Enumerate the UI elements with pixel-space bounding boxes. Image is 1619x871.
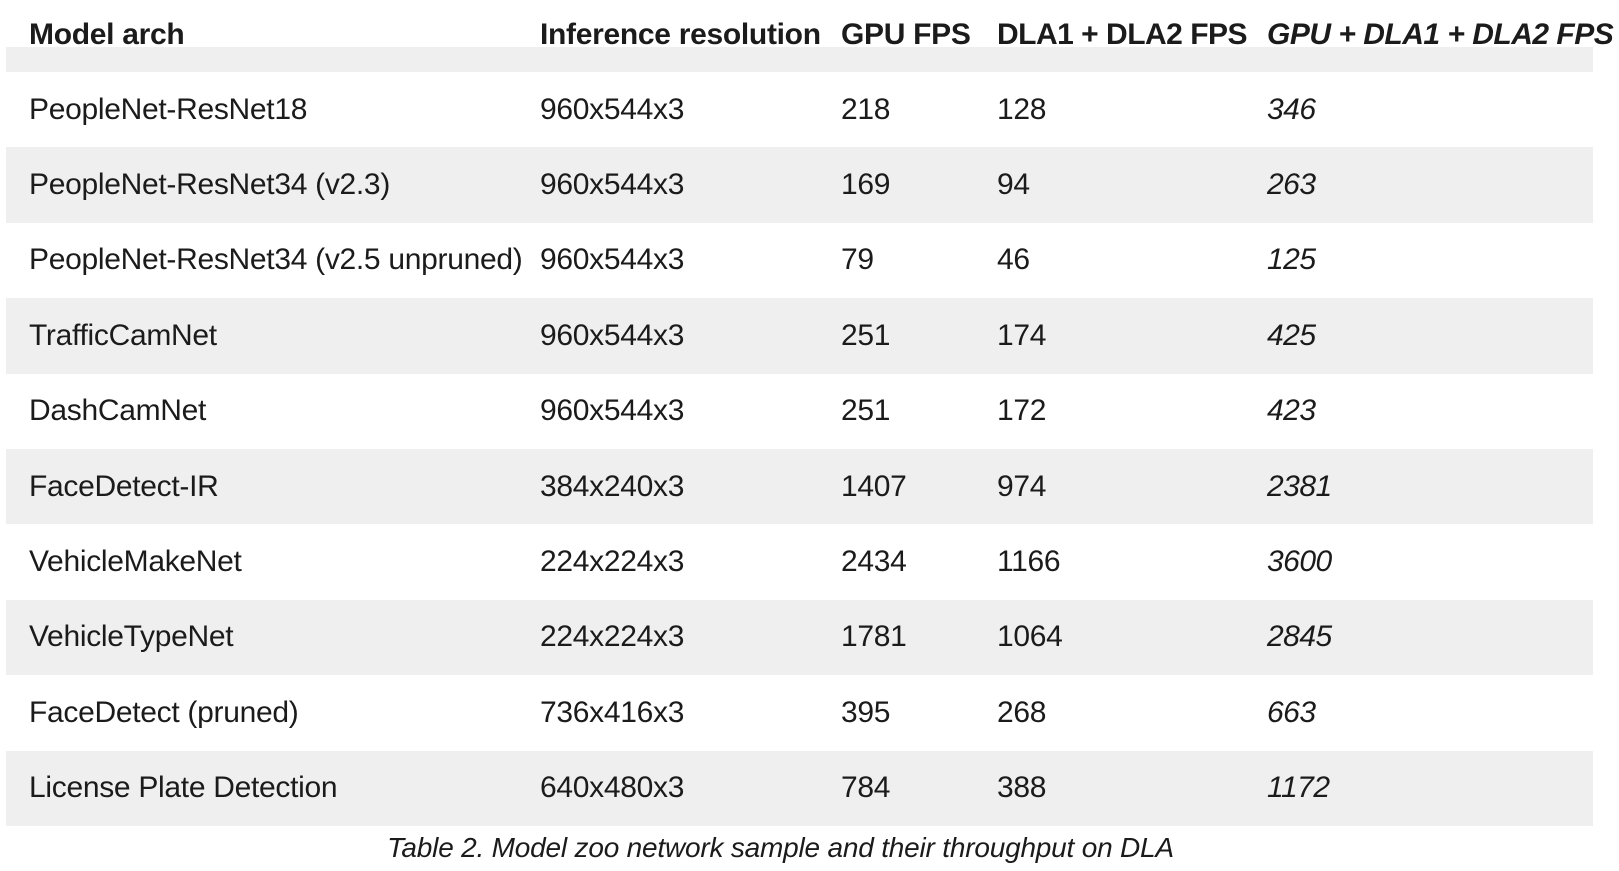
table-row: DashCamNet 960x544x3 251 172 423 (6, 374, 1593, 449)
gpu-dla1-dla2-fps-cell: 125 (1267, 243, 1316, 277)
gpu-dla1-dla2-fps-cell: 2845 (1267, 620, 1332, 654)
gpu-dla1-dla2-fps-cell: 263 (1267, 168, 1316, 202)
dla1-dla2-fps-cell: 172 (997, 394, 1047, 428)
inference-resolution-cell: 224x224x3 (540, 620, 685, 654)
gpu-fps-cell: 251 (841, 394, 891, 428)
gpu-dla1-dla2-fps-cell: 425 (1267, 318, 1316, 352)
model-arch-cell: PeopleNet-ResNet34 (v2.3) (29, 168, 391, 202)
model-arch-cell: FaceDetect (pruned) (29, 695, 299, 729)
inference-resolution-cell: 640x480x3 (540, 771, 685, 805)
gpu-dla1-dla2-fps-cell: 3600 (1267, 545, 1332, 579)
table-row: VehicleTypeNet 224x224x3 1781 1064 2845 (6, 599, 1593, 676)
col-header-gpu-dla1-dla2-fps: GPU + DLA1 + DLA2 FPS (1267, 18, 1614, 51)
table-row: PeopleNet-ResNet34 (v2.3) 960x544x3 169 … (6, 147, 1593, 223)
inference-resolution-cell: 384x240x3 (540, 469, 685, 503)
inference-resolution-cell: 960x544x3 (540, 92, 685, 126)
model-arch-cell: TrafficCamNet (29, 318, 217, 352)
gpu-fps-cell: 784 (841, 771, 891, 805)
model-arch-cell: VehicleMakeNet (29, 545, 242, 579)
dla1-dla2-fps-cell: 268 (997, 695, 1047, 729)
gpu-dla1-dla2-fps-cell: 423 (1267, 394, 1316, 428)
col-header-inference-resolution: Inference resolution (540, 18, 821, 51)
inference-resolution-cell: 736x416x3 (540, 695, 685, 729)
model-arch-cell: VehicleTypeNet (29, 620, 234, 654)
gpu-fps-cell: 79 (841, 243, 874, 277)
col-header-dla1-dla2-fps: DLA1 + DLA2 FPS (997, 18, 1248, 51)
table-row: FaceDetect (pruned) 736x416x3 395 268 66… (6, 675, 1593, 750)
model-arch-cell: DashCamNet (29, 394, 207, 428)
dla1-dla2-fps-cell: 1166 (997, 545, 1061, 579)
gpu-fps-cell: 1781 (841, 620, 907, 654)
gpu-dla1-dla2-fps-cell: 1172 (1267, 771, 1330, 805)
gpu-fps-cell: 395 (841, 695, 891, 729)
dla1-dla2-fps-cell: 174 (997, 318, 1047, 352)
dla1-dla2-fps-cell: 94 (997, 168, 1030, 202)
table-body: PeopleNet-ResNet18 960x544x3 218 128 346… (0, 72, 1619, 826)
table-row: License Plate Detection 640x480x3 784 38… (6, 750, 1593, 826)
table-row: PeopleNet-ResNet34 (v2.5 unpruned) 960x5… (6, 223, 1593, 298)
model-arch-cell: FaceDetect-IR (29, 469, 219, 503)
inference-resolution-cell: 224x224x3 (540, 545, 685, 579)
table-caption: Table 2. Model zoo network sample and th… (387, 832, 1174, 864)
inference-resolution-cell: 960x544x3 (540, 318, 685, 352)
gpu-fps-cell: 251 (841, 318, 891, 352)
gpu-dla1-dla2-fps-cell: 663 (1267, 695, 1316, 729)
model-arch-cell: PeopleNet-ResNet34 (v2.5 unpruned) (29, 243, 523, 277)
col-header-gpu-fps: GPU FPS (841, 18, 971, 51)
gpu-fps-cell: 1407 (841, 469, 907, 503)
inference-resolution-cell: 960x544x3 (540, 394, 685, 428)
gpu-fps-cell: 169 (841, 168, 891, 202)
gpu-fps-cell: 2434 (841, 545, 907, 579)
table-row: VehicleMakeNet 224x224x3 2434 1166 3600 (6, 524, 1593, 599)
dla1-dla2-fps-cell: 974 (997, 469, 1047, 503)
table-row: TrafficCamNet 960x544x3 251 174 425 (6, 298, 1593, 374)
col-header-model-arch: Model arch (29, 18, 185, 51)
inference-resolution-cell: 960x544x3 (540, 168, 685, 202)
dla1-dla2-fps-cell: 388 (997, 771, 1047, 805)
model-arch-cell: License Plate Detection (29, 771, 338, 805)
header-divider-band (6, 47, 1593, 72)
caption-area: Table 2. Model zoo network sample and th… (0, 826, 1619, 871)
inference-resolution-cell: 960x544x3 (540, 243, 685, 277)
table-header-row: Model arch Inference resolution GPU FPS … (6, 0, 1614, 51)
gpu-dla1-dla2-fps-cell: 2381 (1267, 469, 1332, 503)
dla1-dla2-fps-cell: 1064 (997, 620, 1063, 654)
table-row: FaceDetect-IR 384x240x3 1407 974 2381 (6, 448, 1593, 525)
dla1-dla2-fps-cell: 128 (997, 92, 1047, 126)
dla1-dla2-fps-cell: 46 (997, 243, 1030, 277)
table-row: PeopleNet-ResNet18 960x544x3 218 128 346 (6, 72, 1593, 147)
gpu-fps-cell: 218 (841, 92, 891, 126)
model-arch-cell: PeopleNet-ResNet18 (29, 92, 308, 126)
gpu-dla1-dla2-fps-cell: 346 (1267, 92, 1316, 126)
